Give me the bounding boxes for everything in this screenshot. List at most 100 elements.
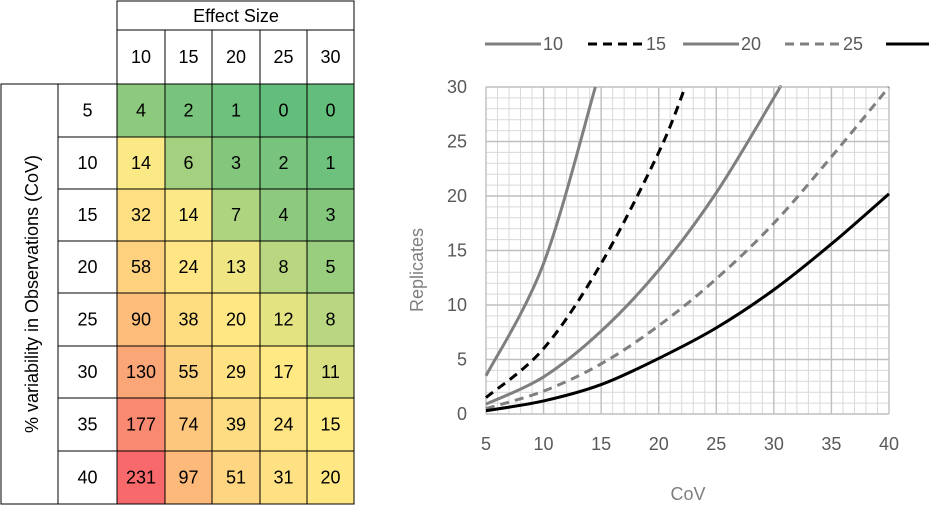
table-cell-value: 24: [273, 415, 293, 435]
effect-size-column-header: 25: [273, 47, 293, 67]
table-cell-value: 4: [136, 101, 146, 121]
table-cell: [306, 292, 355, 347]
effect-size-column-header-cell: [164, 29, 213, 85]
table-cell-value: 15: [320, 415, 340, 435]
table-cell: [116, 240, 166, 294]
y-tick-label: 20: [447, 186, 467, 206]
cov-row-header: 15: [77, 205, 97, 225]
table-cell-value: 3: [325, 205, 335, 225]
table-cell-value: 39: [226, 415, 246, 435]
y-tick-label: 0: [457, 404, 467, 424]
table-cell: [306, 188, 355, 242]
table-cell-value: 17: [273, 362, 293, 382]
table-cell: [164, 136, 213, 190]
table-cell-value: 29: [226, 362, 246, 382]
table-cell-value: 0: [278, 101, 288, 121]
cov-row-header: 35: [77, 415, 97, 435]
legend-label: 15: [646, 34, 666, 54]
table-cell: [306, 83, 355, 138]
table-cell-value: 5: [325, 257, 335, 277]
table-cell: [211, 397, 261, 452]
cov-header-cell: [0, 83, 59, 505]
table-cell-value: 31: [273, 468, 293, 488]
table-cell: [164, 397, 213, 452]
cov-row-header: 5: [82, 101, 92, 121]
table-cell-value: 14: [131, 153, 151, 173]
effect-size-column-header: 15: [178, 47, 198, 67]
cov-row-header-cell: [57, 188, 118, 242]
cov-row-header-cell: [57, 292, 118, 347]
table-cell: [211, 345, 261, 399]
x-tick-label: 30: [764, 434, 784, 454]
table-cell-value: 2: [183, 101, 193, 121]
table-cell: [259, 83, 308, 138]
table-cell: [259, 397, 308, 452]
table-cell-value: 6: [183, 153, 193, 173]
y-tick-label: 25: [447, 132, 467, 152]
table-cell-value: 12: [273, 310, 293, 330]
table-cell: [164, 292, 213, 347]
table-cell-value: 14: [178, 205, 198, 225]
table-cell: [116, 83, 166, 138]
table-cell-value: 11: [321, 362, 340, 382]
sample-size-table: Effect Size 10 15 20 25 30 % variability in …: [0, 0, 355, 505]
legend-label: 10: [543, 34, 563, 54]
table-cell-value: 8: [325, 310, 335, 330]
effect-size-column-header: 20: [226, 47, 246, 67]
y-tick-label: 5: [457, 350, 467, 370]
cov-row-header: 20: [77, 257, 97, 277]
legend-label: 20: [741, 34, 761, 54]
table-cell: [211, 136, 261, 190]
table-cell-value: 130: [126, 362, 156, 382]
series-line-30: [485, 192, 890, 413]
cov-row-header-cell: [57, 83, 118, 138]
x-tick-label: 15: [591, 434, 611, 454]
table-cell: [259, 188, 308, 242]
table-cell-value: 177: [126, 415, 156, 435]
table-cell: [259, 450, 308, 505]
cov-row-header: 25: [77, 310, 97, 330]
x-tick-label: 35: [821, 434, 841, 454]
effect-size-column-header-cell: [306, 29, 355, 85]
table-cell-value: 3: [231, 153, 241, 173]
table-cell-value: 7: [231, 205, 241, 225]
y-tick-label: 30: [447, 77, 467, 97]
legend-label: 25: [843, 34, 863, 54]
cov-row-header: 40: [77, 468, 97, 488]
table-cell: [116, 136, 166, 190]
x-tick-label: 10: [534, 434, 554, 454]
y-tick-label: 10: [447, 295, 467, 315]
table-cell-value: 4: [278, 205, 288, 225]
table-cell-value: 13: [226, 257, 246, 277]
table-cell-value: 24: [178, 257, 198, 277]
table-cell: [164, 345, 213, 399]
table-cell: [164, 188, 213, 242]
cov-header: % variability in Observations (CoV): [22, 155, 42, 433]
effect-size-column-header-cell: [116, 29, 166, 85]
series-line-10: [484, 86, 597, 377]
table-cell-value: 1: [231, 101, 241, 121]
y-axis-title: Replicates: [407, 228, 427, 312]
table-cell: [306, 450, 355, 505]
x-tick-label: 25: [706, 434, 726, 454]
x-tick-label: 40: [879, 434, 899, 454]
table-cell-value: 2: [278, 153, 288, 173]
table-cell: [116, 397, 166, 452]
x-tick-label: 5: [481, 434, 491, 454]
table-cell-value: 90: [131, 310, 151, 330]
series-line-20: [485, 85, 782, 406]
table-cell: [116, 450, 166, 505]
table-cell-value: 1: [325, 153, 335, 173]
series-line-25: [485, 86, 891, 410]
table-cell: [164, 83, 213, 138]
series-line-15: [485, 86, 687, 399]
table-cell-value: 8: [278, 257, 288, 277]
table-cell-value: 0: [325, 101, 335, 121]
table-cell-value: 74: [178, 415, 198, 435]
table-cell-value: 20: [320, 468, 340, 488]
table-cell-value: 20: [226, 310, 246, 330]
table-cell: [116, 292, 166, 347]
table-cell-value: 51: [226, 468, 246, 488]
table-cell: [259, 292, 308, 347]
